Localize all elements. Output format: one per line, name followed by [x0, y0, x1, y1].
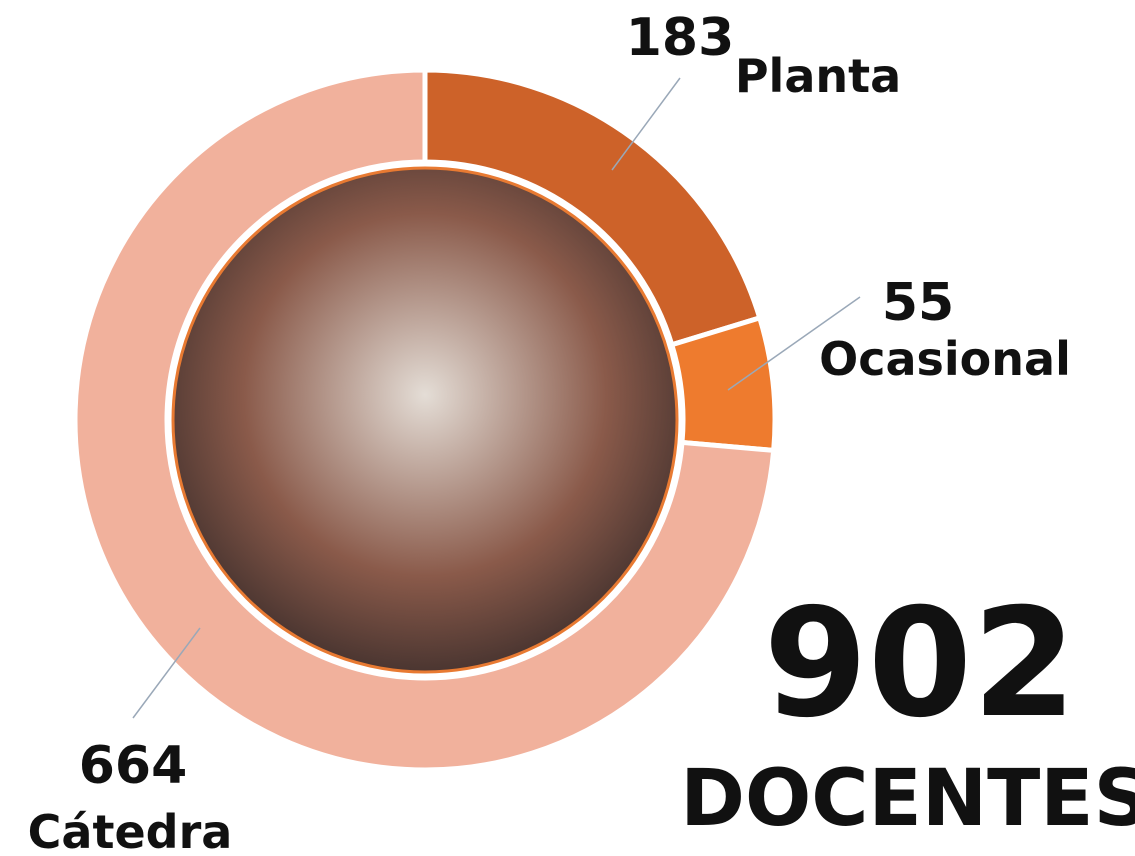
value-label: 183 — [626, 8, 735, 68]
donut — [72, 67, 778, 773]
leader-line — [611, 77, 681, 171]
category-label: Planta — [735, 49, 901, 103]
value-label: 664 — [79, 736, 188, 796]
wedge — [668, 314, 778, 454]
leader-line — [132, 627, 201, 719]
value-label: 55 — [882, 273, 954, 333]
wedge — [72, 67, 777, 773]
photo — [171, 166, 679, 674]
total-label: DOCENTES — [680, 754, 1135, 844]
category-label: Ocasional — [819, 332, 1071, 386]
total: 902 — [763, 577, 1076, 751]
leader-line — [727, 296, 861, 391]
category-label: Cátedra — [28, 805, 233, 856]
